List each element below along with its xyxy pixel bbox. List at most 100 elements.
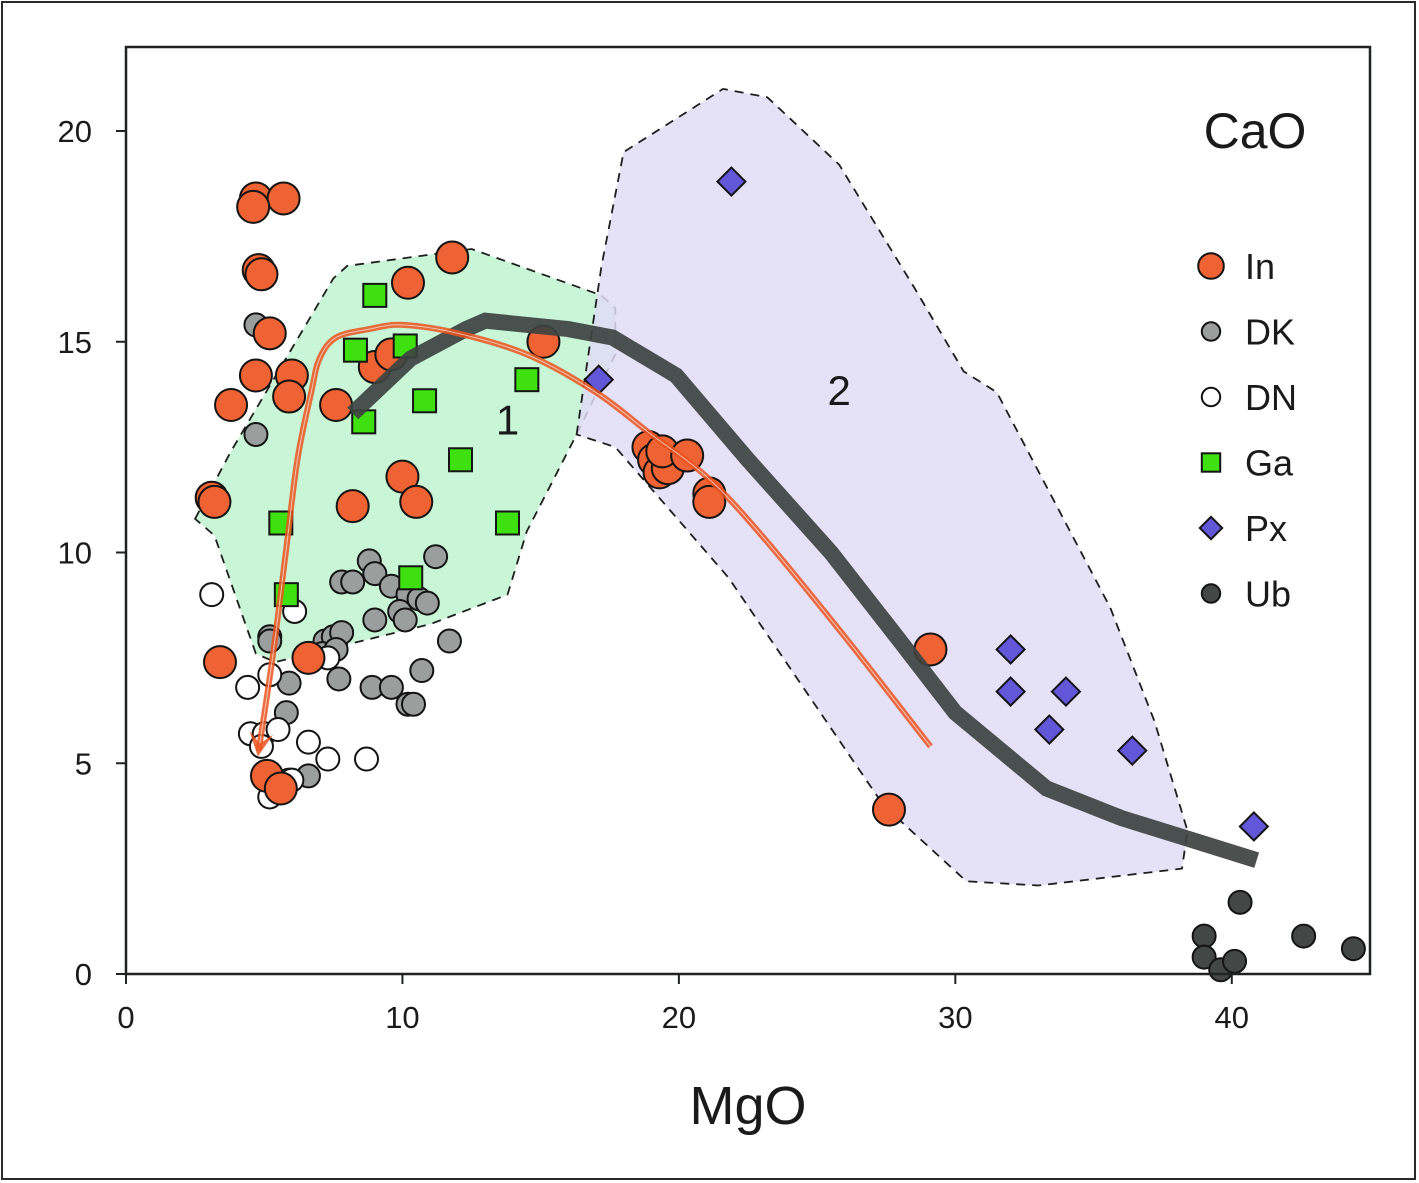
legend-item-px: Px [1198,508,1287,549]
data-point-dk [436,628,462,654]
data-point-px [995,634,1027,665]
data-point-ga [362,282,388,308]
data-point-ub [1191,944,1217,970]
legend-item-dk: DK [1200,312,1295,353]
data-point-ub [1291,923,1317,949]
data-point-px [1116,735,1148,767]
x-tick-label: 10 [385,1000,419,1035]
data-point-ga [494,510,520,536]
data-point-px [1050,676,1082,708]
data-point-in [202,645,237,680]
ticks-layer: 0 10 20 30 40 0 5 10 15 20 [58,114,1250,1035]
data-point-in [435,240,470,275]
data-point-dk [362,561,388,587]
data-point-in [871,792,906,827]
legend-label: Ub [1245,574,1291,615]
legend-item-ga: Ga [1200,443,1294,484]
legend-label: Px [1245,508,1287,549]
legend-label: DK [1245,312,1295,353]
axes-layer [124,45,1372,976]
legend-marker-dn [1200,386,1222,408]
y-tick-label: 15 [58,325,92,360]
gray-trend-line [347,312,1260,868]
data-point-dk [392,607,418,633]
orange-trend-highlight [258,324,931,751]
legend-marker-dk [1200,321,1222,342]
data-point-dn [199,582,225,608]
region-2-polygon [575,87,1189,887]
data-point-dn [235,674,261,700]
data-point-dk [423,544,449,570]
data-point-px [1033,714,1065,745]
data-point-in [266,181,301,216]
data-point-dk [243,421,269,447]
legend-marker-px [1198,515,1224,541]
legend-item-in: In [1197,246,1275,287]
x-tick-label: 40 [1215,1000,1249,1035]
data-point-dk [401,691,427,717]
data-point-dk [378,674,404,700]
data-point-in [692,484,727,519]
y-tick-label: 0 [75,957,92,992]
data-point-in [238,358,273,393]
data-point-px [715,166,747,197]
x-tick-label: 30 [938,1000,972,1035]
data-point-dk [414,590,440,616]
data-point-ub [1227,889,1253,915]
legend-marker-in [1197,252,1225,280]
y-tick-label: 20 [58,114,92,149]
legend-marker-ga [1200,452,1222,473]
chart-title: CaO [1204,103,1307,159]
data-point-in [319,387,354,422]
trend-lines [249,312,1260,868]
legend-item-dn: DN [1200,377,1297,418]
data-point-ga [412,388,438,414]
data-point-dn [354,746,380,772]
data-point-ga [514,367,540,393]
series-ub [1191,889,1366,983]
data-point-dk [340,569,366,595]
data-point-in [252,316,287,351]
data-point-in [197,484,232,519]
data-point-ub [1222,948,1248,974]
data-point-dk [362,607,388,633]
legend-item-ub: Ub [1200,574,1291,615]
data-point-dk [409,658,435,684]
y-tick-label: 10 [58,536,92,571]
data-point-in [272,379,307,414]
region-label-1: 1 [496,396,519,443]
legend-marker-ub [1200,583,1222,604]
data-point-ga [447,447,473,473]
plot-area-border [124,45,1372,976]
y-tick-label: 5 [75,746,92,781]
data-point-in [291,640,326,675]
data-point-px [995,676,1027,708]
data-point-ub [1191,923,1217,949]
arrowhead-icon [249,731,274,757]
data-point-in [263,771,298,806]
data-point-in [236,189,271,224]
region-label-2: 2 [828,367,851,414]
data-point-in [399,484,434,519]
data-point-ga [342,337,368,363]
data-point-in [214,387,249,422]
legend: In DK DN Ga Px Ub [1197,246,1297,615]
data-point-in [244,257,279,292]
series-in [194,181,948,827]
data-point-px [1238,811,1270,842]
data-point-in [335,489,370,524]
data-point-ub [1340,936,1366,962]
data-point-dn [315,746,341,772]
legend-label: DN [1245,377,1297,418]
data-point-in [390,265,425,300]
data-point-dn [295,729,321,755]
data-point-dk [326,666,352,692]
legend-label: In [1245,246,1275,287]
x-axis-title: MgO [689,1076,806,1136]
data-point-ga [398,565,424,591]
region-1-polygon [193,248,617,664]
legend-label: Ga [1245,443,1294,484]
x-tick-label: 20 [662,1000,696,1035]
regions-layer [193,87,1189,887]
